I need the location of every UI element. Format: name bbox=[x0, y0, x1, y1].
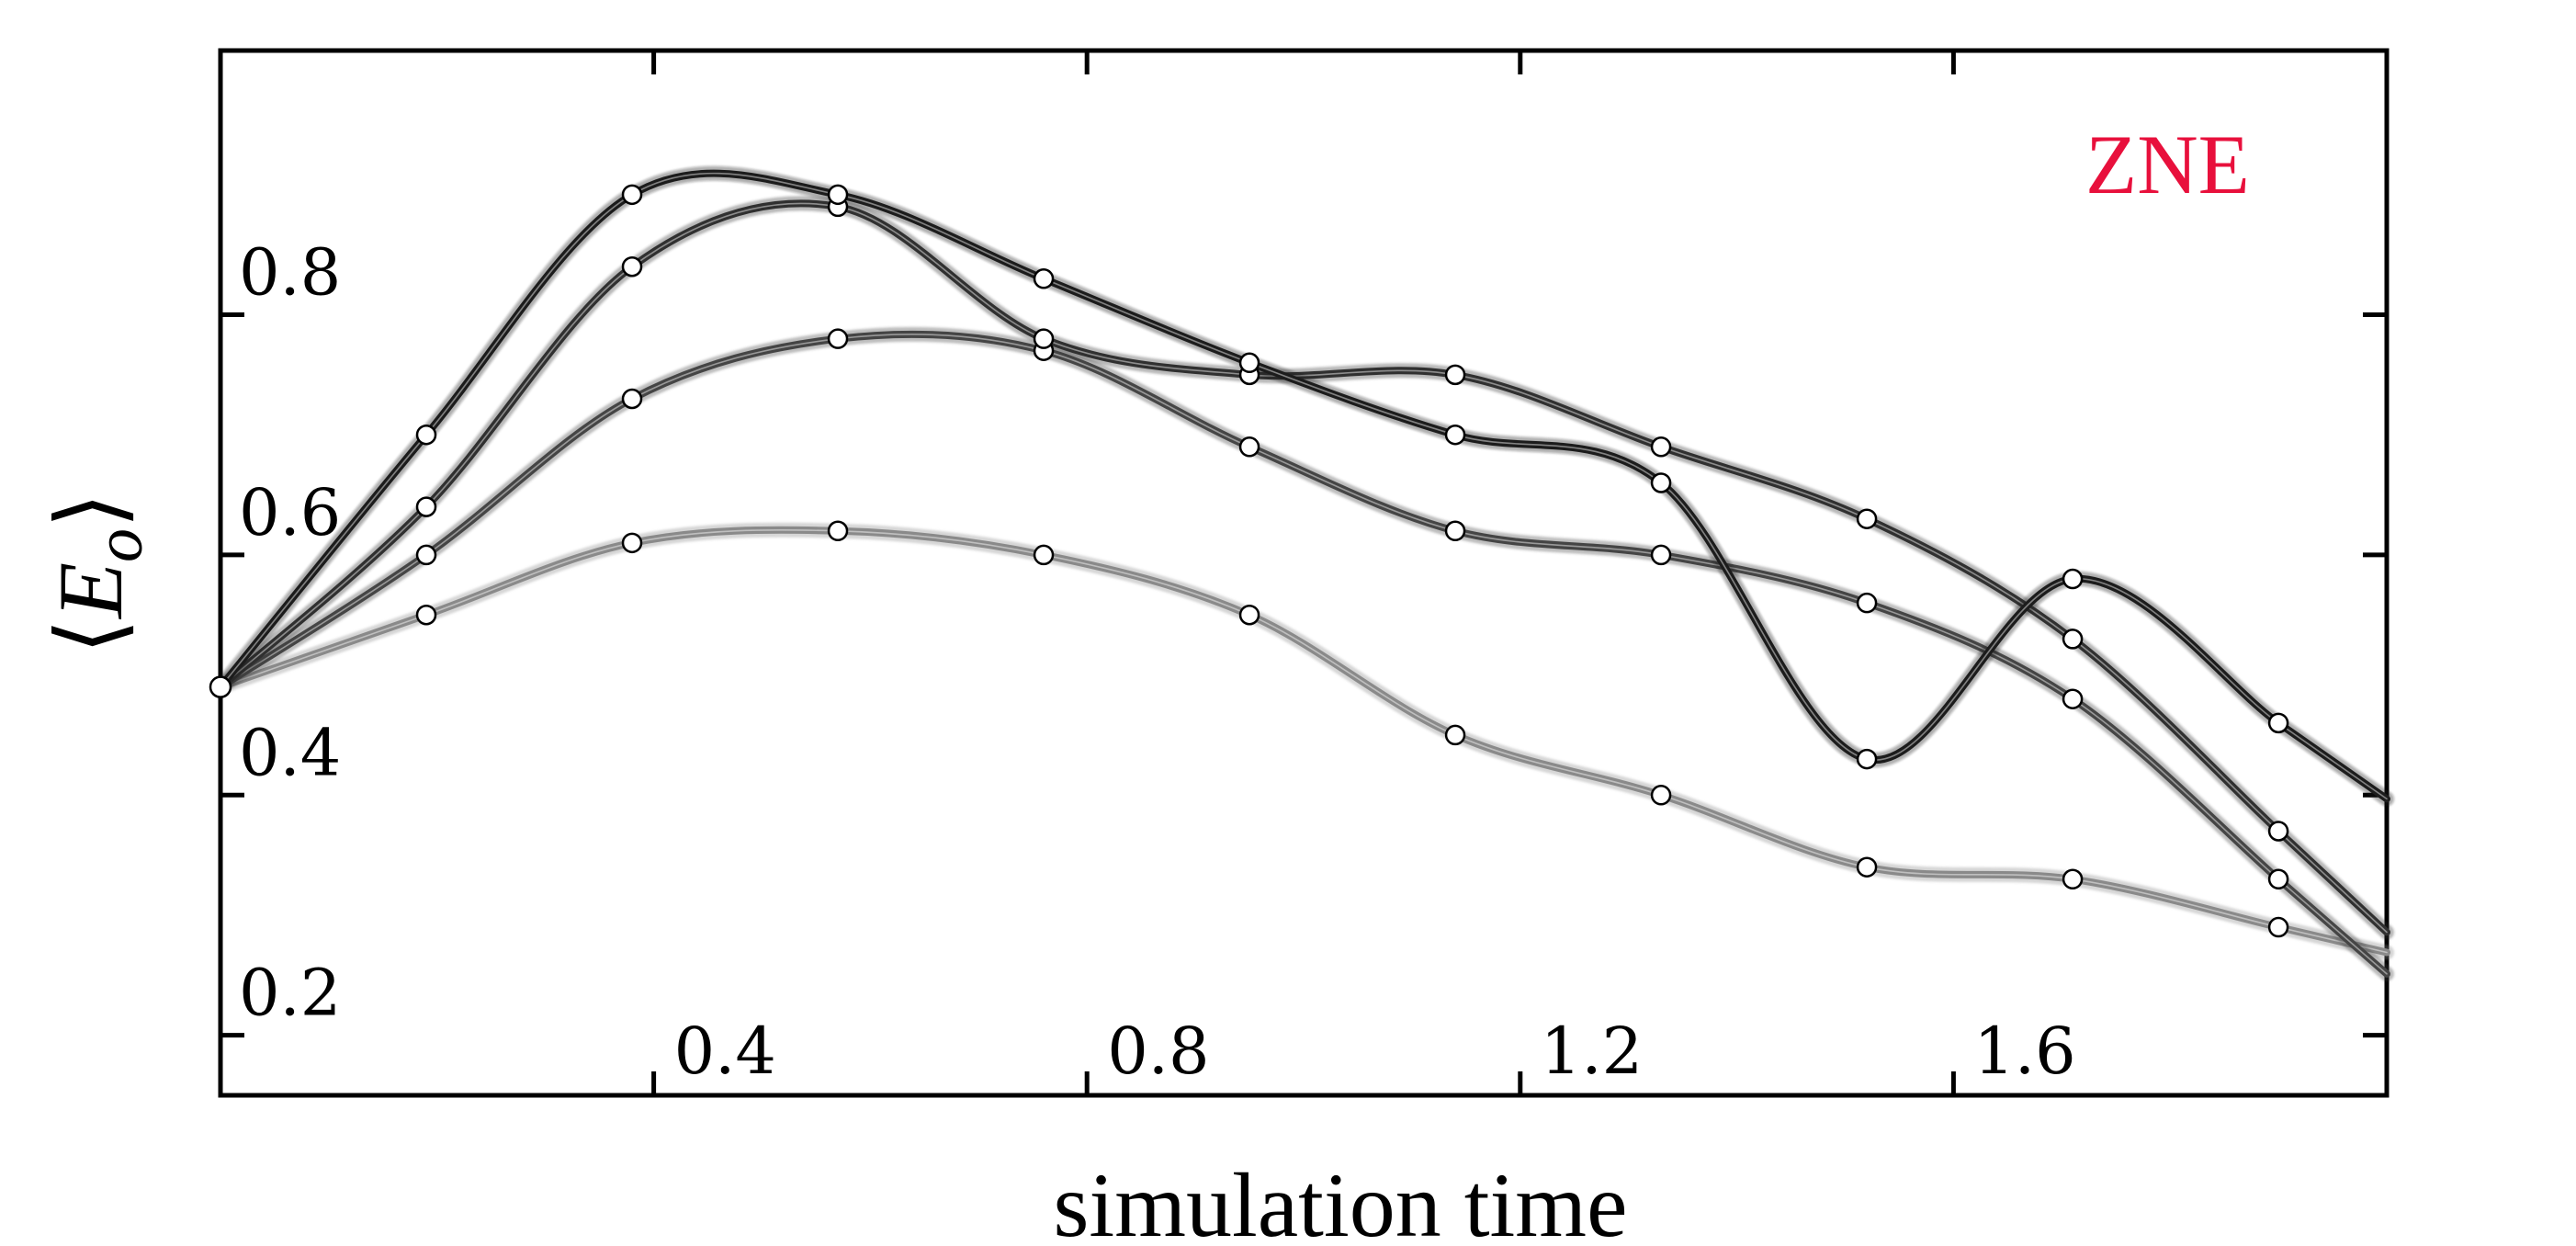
data-point bbox=[1856, 508, 1878, 529]
series-line-highlight bbox=[220, 333, 2388, 975]
y-axis-title-close: ⟩ bbox=[40, 493, 141, 528]
data-point bbox=[827, 328, 849, 349]
data-point bbox=[415, 424, 437, 446]
y-tick-label: 0.8 bbox=[239, 235, 341, 311]
data-point bbox=[1444, 520, 1466, 542]
data-point bbox=[2267, 712, 2289, 734]
data-point bbox=[1856, 748, 1878, 770]
data-point bbox=[1650, 785, 1672, 806]
data-point bbox=[2062, 568, 2084, 590]
points-group bbox=[209, 184, 2289, 938]
x-tick-label: 1.2 bbox=[1541, 1014, 1643, 1089]
zne-annotation: ZNE bbox=[2085, 118, 2250, 211]
data-point bbox=[827, 184, 849, 206]
data-point bbox=[827, 520, 849, 542]
data-point bbox=[1444, 364, 1466, 386]
data-point bbox=[1238, 352, 1260, 374]
data-point bbox=[1650, 544, 1672, 566]
data-point bbox=[621, 255, 643, 278]
data-point bbox=[2062, 868, 2084, 890]
data-point bbox=[1238, 604, 1260, 626]
series-group bbox=[213, 165, 2394, 981]
data-point bbox=[621, 388, 643, 410]
x-tick-label: 1.6 bbox=[1973, 1014, 2075, 1089]
data-point bbox=[2062, 629, 2084, 650]
data-point bbox=[1238, 436, 1260, 458]
y-tick-label: 0.4 bbox=[239, 715, 341, 790]
y-tick-label: 0.2 bbox=[239, 956, 341, 1031]
x-axis-title: simulation time bbox=[1054, 1154, 1628, 1246]
data-point bbox=[1650, 436, 1672, 458]
x-tick-label: 0.8 bbox=[1107, 1014, 1209, 1089]
data-point bbox=[621, 532, 643, 554]
data-point bbox=[2267, 821, 2289, 842]
series-line-glow bbox=[213, 522, 2394, 960]
start-point bbox=[209, 675, 232, 698]
series-line-highlight bbox=[220, 528, 2388, 954]
data-point bbox=[1856, 856, 1878, 878]
data-point bbox=[415, 544, 437, 566]
data-point bbox=[1856, 592, 1878, 614]
data-point bbox=[1033, 544, 1055, 566]
y-axis-title-open: ⟨ bbox=[40, 618, 141, 654]
data-point bbox=[1650, 472, 1672, 493]
data-point bbox=[415, 604, 437, 626]
data-point bbox=[1444, 424, 1466, 446]
data-point bbox=[2062, 688, 2084, 709]
y-axis-title-sub: o bbox=[82, 528, 157, 562]
series-line-glow bbox=[213, 165, 2394, 807]
y-axis-title: ⟨Eo⟩ bbox=[40, 493, 157, 654]
y-tick-label: 0.6 bbox=[239, 475, 341, 550]
data-point bbox=[1033, 328, 1055, 349]
y-axis-title-main: E bbox=[40, 562, 141, 620]
data-point bbox=[2267, 868, 2289, 890]
data-point bbox=[2267, 916, 2289, 938]
data-point bbox=[1033, 268, 1055, 289]
data-point bbox=[621, 184, 643, 206]
series-line bbox=[217, 330, 2390, 978]
data-point bbox=[1444, 724, 1466, 746]
data-point bbox=[415, 496, 437, 517]
tick-labels: 0.4 0.8 1.2 1.6 0.2 0.4 0.6 0.8 bbox=[239, 235, 2076, 1089]
x-tick-label: 0.4 bbox=[674, 1014, 776, 1089]
series-line bbox=[217, 526, 2390, 957]
y-axis-title-text: ⟨Eo⟩ bbox=[40, 493, 157, 654]
plot-frame bbox=[218, 48, 2390, 1098]
